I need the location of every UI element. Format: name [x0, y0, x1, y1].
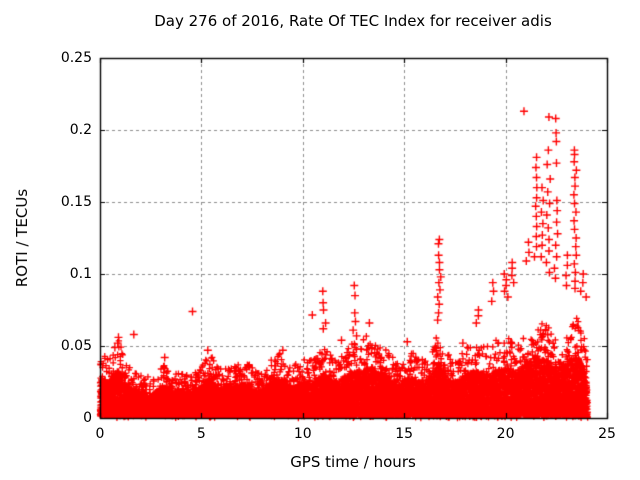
- y-tick-label: 0.05: [60, 338, 92, 354]
- x-tick-label: 0: [95, 426, 105, 442]
- y-tick-label: 0.25: [60, 50, 92, 66]
- y-tick-label: 0.2: [69, 122, 92, 138]
- x-tick-label: 10: [293, 426, 312, 442]
- y-tick-label: 0.15: [60, 194, 92, 210]
- x-tick-label: 25: [598, 426, 616, 442]
- y-tick-label: 0.1: [69, 266, 92, 282]
- x-tick-label: 5: [196, 426, 206, 442]
- y-tick-label: 0: [83, 410, 92, 426]
- chart-title: Day 276 of 2016, Rate Of TEC Index for r…: [154, 12, 552, 30]
- x-tick-label: 15: [395, 426, 414, 442]
- x-tick-label: 20: [496, 426, 515, 442]
- x-axis-label: GPS time / hours: [290, 453, 416, 471]
